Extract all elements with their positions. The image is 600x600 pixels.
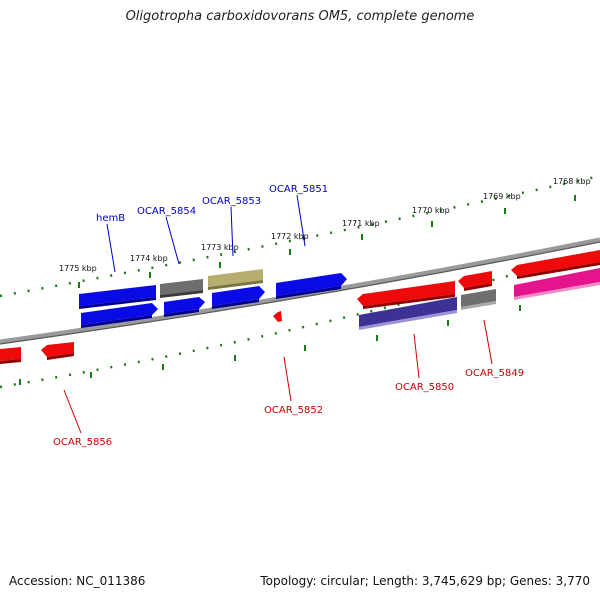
kbp-label-1775: 1775 kbp — [59, 264, 97, 273]
kbp-label-1769: 1769 kbp — [483, 192, 521, 201]
gene-magenta[interactable] — [514, 268, 600, 300]
gene-label-OCAR_5849[interactable]: OCAR_5849 — [465, 368, 524, 379]
gene-label-OCAR_5852[interactable]: OCAR_5852 — [264, 405, 323, 416]
gene-hemB[interactable] — [79, 285, 156, 309]
accession-text: Accession: NC_011386 — [9, 574, 146, 588]
gene-OCAR_5849[interactable] — [461, 289, 496, 310]
kbp-label-1774: 1774 kbp — [130, 254, 168, 263]
gene-red-large[interactable] — [511, 250, 600, 279]
gene-left-edge[interactable] — [0, 347, 21, 364]
gene-OCAR_5856[interactable] — [41, 342, 74, 360]
gene-OCAR_5851[interactable] — [276, 273, 347, 299]
genome-backbone — [0, 237, 600, 345]
gene-inner-blue-2[interactable] — [164, 297, 205, 317]
gene-OCAR_5850[interactable] — [359, 297, 457, 330]
gene-label-OCAR_5850[interactable]: OCAR_5850 — [395, 382, 454, 393]
gene-label-OCAR_5851[interactable]: OCAR_5851 — [269, 184, 328, 195]
kbp-label-1772: 1772 kbp — [271, 232, 309, 241]
gene-label-OCAR_5853[interactable]: OCAR_5853 — [202, 196, 261, 207]
gene-OCAR_5853[interactable] — [208, 269, 263, 290]
inner-major-ticks — [19, 305, 521, 385]
topology-text: Topology: circular; Length: 3,745,629 bp… — [260, 574, 590, 588]
outer-major-ticks — [78, 195, 576, 288]
gene-OCAR_5854[interactable] — [160, 279, 203, 298]
map-title: Oligotropha carboxidovorans OM5, complet… — [125, 9, 475, 24]
gene-OCAR_5852[interactable] — [273, 311, 282, 322]
gene-label-hemB[interactable]: hemB — [96, 213, 125, 224]
kbp-label-1768: 1768 kbp — [553, 177, 591, 186]
gene-label-OCAR_5856[interactable]: OCAR_5856 — [53, 437, 112, 448]
kbp-label-1773: 1773 kbp — [201, 243, 239, 252]
kbp-label-1771: 1771 kbp — [342, 219, 380, 228]
gene-label-OCAR_5854[interactable]: OCAR_5854 — [137, 206, 196, 217]
gene-inner-blue-3[interactable] — [212, 286, 265, 309]
kbp-label-1770: 1770 kbp — [412, 206, 450, 215]
gene-red-small[interactable] — [458, 271, 492, 291]
gene-OCAR_5850-forward[interactable] — [357, 281, 455, 309]
gene-hemB-inner[interactable] — [81, 303, 158, 328]
